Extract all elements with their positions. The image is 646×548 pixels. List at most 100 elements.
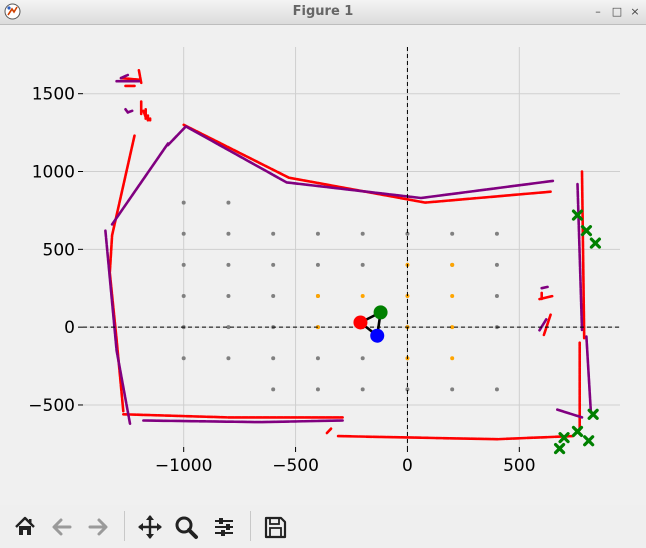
x-tick-label: −500 bbox=[272, 456, 319, 476]
pan-button[interactable] bbox=[136, 513, 164, 541]
grid-point-marker bbox=[494, 262, 499, 267]
grid-point-marker bbox=[226, 325, 231, 330]
y-tick-label: 1500 bbox=[32, 85, 75, 105]
scan-path-purple bbox=[142, 419, 344, 424]
navigation-toolbar bbox=[0, 505, 646, 548]
sliders-icon bbox=[215, 518, 233, 536]
scan-path-red bbox=[122, 413, 344, 419]
save-button[interactable] bbox=[261, 513, 289, 541]
scan-path-purple bbox=[110, 142, 170, 226]
x-tick-label: 500 bbox=[503, 456, 535, 476]
grid-point-marker bbox=[450, 294, 455, 299]
landmark-x-marker bbox=[587, 408, 599, 420]
x-tick-label: −1000 bbox=[155, 456, 213, 476]
landmark-x-marker bbox=[589, 237, 601, 249]
scan-path-red bbox=[137, 69, 143, 85]
grid-point-marker bbox=[494, 387, 499, 392]
x-tick-label: 0 bbox=[402, 456, 413, 476]
toolbar-separator bbox=[250, 511, 251, 541]
grid-point-marker bbox=[494, 231, 499, 236]
landmark-x-marker bbox=[571, 425, 584, 438]
axes-background bbox=[83, 47, 620, 447]
forward-button[interactable] bbox=[84, 513, 112, 541]
grid-point-marker bbox=[360, 262, 365, 267]
grid-point-marker bbox=[450, 356, 455, 361]
pose-vertex bbox=[373, 305, 388, 320]
app-icon[interactable] bbox=[4, 3, 21, 20]
title-bar[interactable]: Figure 1 – □ × bbox=[0, 0, 646, 25]
minimize-button[interactable]: – bbox=[595, 5, 601, 18]
landmark-x-marker bbox=[558, 432, 570, 444]
scan-path-purple bbox=[576, 182, 584, 332]
home-icon bbox=[15, 516, 35, 535]
scan-path-red bbox=[119, 76, 141, 81]
grid-point-marker bbox=[271, 356, 276, 361]
grid-point-marker bbox=[360, 231, 365, 236]
close-button[interactable]: × bbox=[630, 5, 640, 18]
magnifier-icon bbox=[175, 516, 198, 539]
window-title: Figure 1 bbox=[292, 4, 354, 19]
scan-path-purple bbox=[538, 318, 548, 332]
home-button[interactable] bbox=[11, 513, 39, 541]
scan-path-red bbox=[542, 313, 552, 337]
grid-point-marker bbox=[226, 356, 231, 361]
grid-point-marker bbox=[494, 294, 499, 299]
grid-point-marker bbox=[405, 231, 410, 236]
configure-subplots-button[interactable] bbox=[210, 513, 238, 541]
pose-vertex bbox=[353, 315, 368, 330]
grid-point-marker bbox=[181, 200, 186, 205]
landmark-x-marker bbox=[571, 209, 584, 221]
grid-point-marker bbox=[360, 387, 365, 392]
scan-path-purple bbox=[585, 335, 593, 415]
grid-point-marker bbox=[181, 356, 186, 361]
grid-point-marker bbox=[226, 294, 231, 299]
scan-path-purple bbox=[104, 229, 132, 425]
arrow-right-icon bbox=[88, 518, 108, 536]
grid-point-marker bbox=[315, 387, 320, 392]
plot-canvas[interactable]: −1000 −500 0 500 −500 0 500 1000 1500 bbox=[0, 25, 646, 505]
grid-point-marker bbox=[271, 262, 276, 267]
grid-point-marker bbox=[271, 387, 276, 392]
y-tick-label: −500 bbox=[28, 396, 75, 416]
grid-point-marker bbox=[450, 387, 455, 392]
grid-point-marker bbox=[405, 294, 410, 299]
scan-path-purple bbox=[166, 125, 555, 200]
scan-path-purple bbox=[556, 408, 584, 419]
grid-point-marker bbox=[360, 356, 365, 361]
grid-point-marker bbox=[181, 262, 186, 267]
scan-path-purple bbox=[126, 109, 134, 114]
back-button[interactable] bbox=[48, 513, 76, 541]
maximize-button[interactable]: □ bbox=[611, 5, 623, 18]
grid-point-marker bbox=[315, 231, 320, 236]
grid-point-marker bbox=[181, 231, 186, 236]
pose-triangle bbox=[358, 310, 383, 339]
grid-point-marker bbox=[226, 262, 231, 267]
grid-point-marker bbox=[450, 231, 455, 236]
grid-point-marker bbox=[226, 200, 231, 205]
y-tick-label: 0 bbox=[64, 318, 75, 338]
scan-path-purple bbox=[540, 285, 550, 290]
grid-point-marker bbox=[405, 387, 410, 392]
landmark-x-marker bbox=[553, 442, 566, 455]
scan-path-red bbox=[580, 170, 586, 340]
y-tick-label: 1000 bbox=[32, 163, 75, 183]
grid-point-marker bbox=[450, 325, 455, 330]
zoom-button[interactable] bbox=[172, 513, 200, 541]
grid-point-marker bbox=[360, 294, 365, 299]
grid-point-marker bbox=[315, 356, 320, 361]
scan-path-red bbox=[538, 294, 555, 301]
grid-point-marker bbox=[450, 262, 455, 267]
floppy-disk-icon bbox=[264, 516, 287, 539]
scan-path-red bbox=[325, 427, 333, 435]
y-tick-label: 500 bbox=[43, 240, 75, 260]
scatter-chart[interactable]: −1000 −500 0 500 −500 0 500 1000 1500 bbox=[0, 25, 646, 505]
landmark-x-marker bbox=[580, 225, 593, 237]
move-icon bbox=[138, 515, 162, 539]
grid-point-marker bbox=[181, 294, 186, 299]
toolbar-separator bbox=[124, 511, 125, 541]
grid-point-marker bbox=[271, 231, 276, 236]
landmark-x-marker bbox=[583, 435, 595, 447]
arrow-left-icon bbox=[52, 518, 72, 536]
scan-path-purple bbox=[119, 73, 130, 80]
